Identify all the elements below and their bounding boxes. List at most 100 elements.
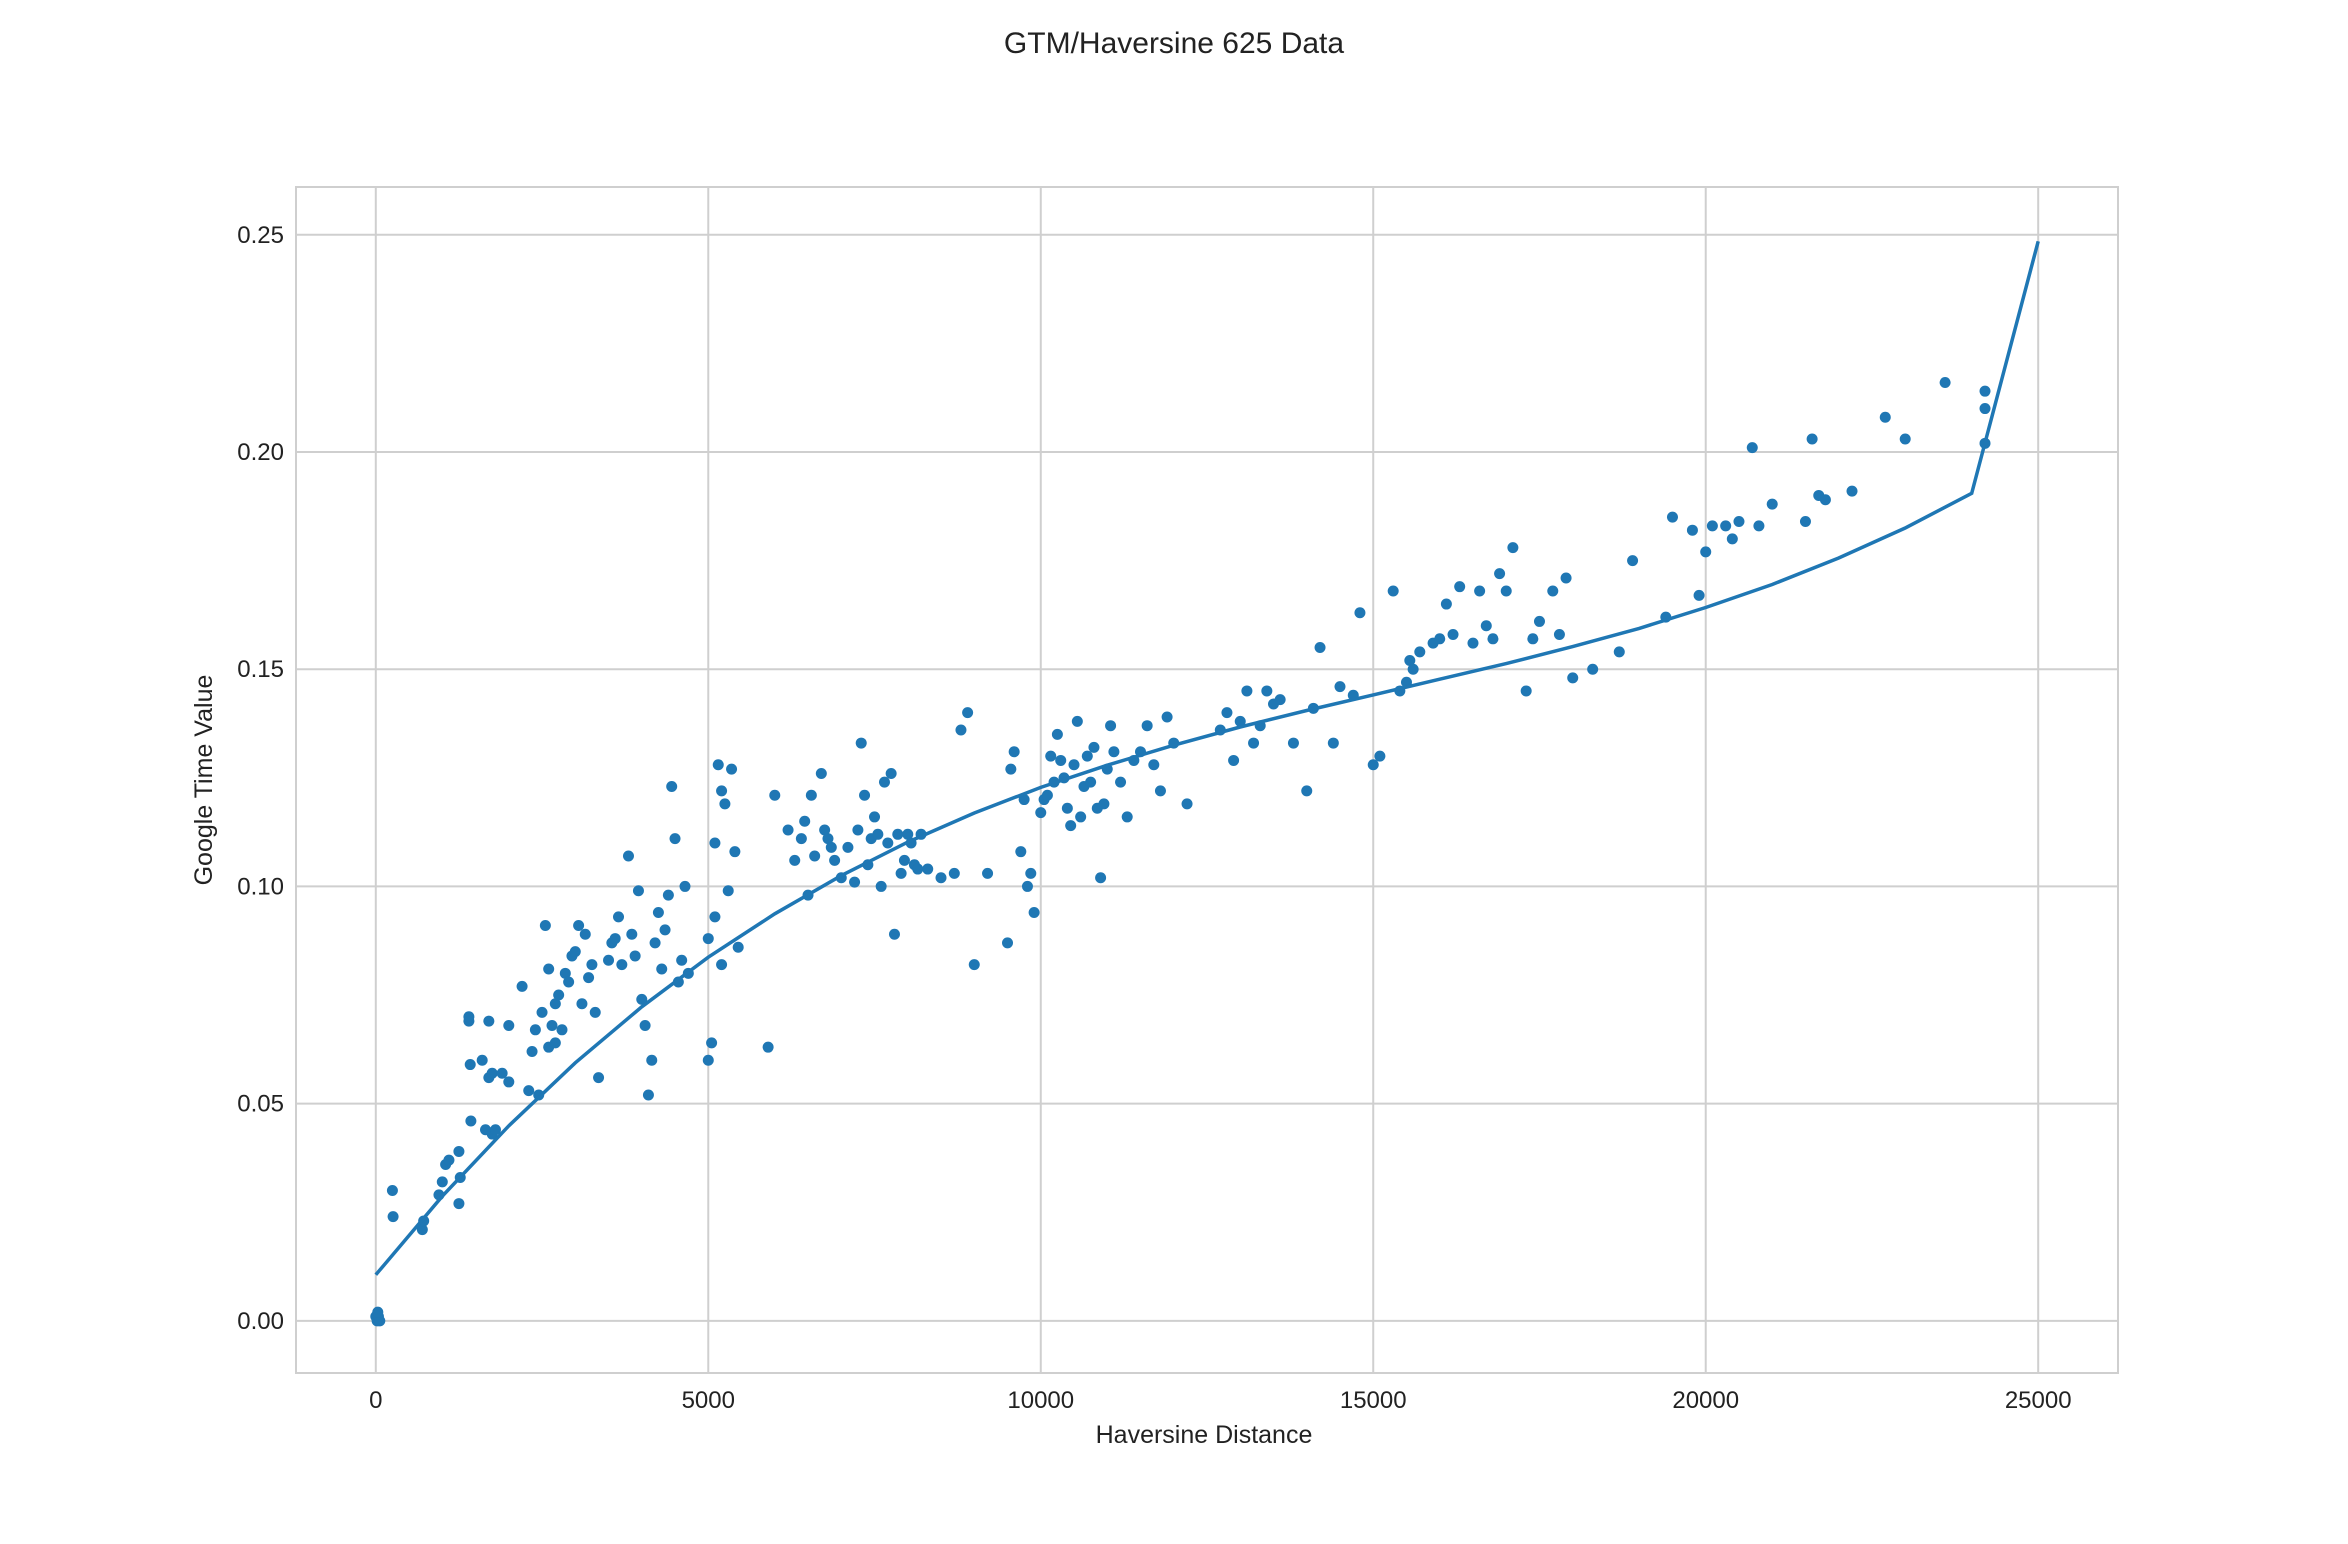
- scatter-point: [795, 833, 807, 845]
- scatter-point: [1035, 807, 1047, 819]
- y-tick-label: 0.05: [237, 1091, 284, 1118]
- scatter-point: [902, 828, 914, 840]
- scatter-point: [1274, 694, 1286, 706]
- scatter-point: [546, 1019, 558, 1031]
- scatter-point: [1404, 655, 1416, 667]
- scatter-point: [629, 950, 641, 962]
- x-tick-labels: 0 5000 10000 15000 20000 25000: [369, 1387, 2071, 1414]
- y-tick-label: 0.25: [237, 222, 284, 249]
- scatter-point: [1879, 411, 1891, 423]
- scatter-point: [948, 867, 960, 879]
- scatter-point: [769, 789, 781, 801]
- scatter-point: [662, 889, 674, 901]
- scatter-point: [1071, 715, 1083, 727]
- scatter-point: [1720, 520, 1732, 532]
- scatter-point: [1387, 585, 1399, 597]
- scatter-point: [1261, 685, 1273, 697]
- scatter-point: [489, 1124, 501, 1136]
- scatter-point: [722, 885, 734, 897]
- chart-title: GTM/Haversine 625 Data: [1004, 27, 1344, 60]
- scatter-point: [1500, 585, 1512, 597]
- scatter-point: [549, 1037, 561, 1049]
- scatter-point: [603, 954, 615, 966]
- scatter-point: [1447, 628, 1459, 640]
- scatter-point: [1467, 637, 1479, 649]
- scatter-point: [659, 924, 671, 936]
- scatter-point: [666, 781, 678, 793]
- scatter-point: [829, 854, 841, 866]
- scatter-point: [1819, 494, 1831, 506]
- scatter-point: [642, 1089, 654, 1101]
- scatter-point: [1726, 533, 1738, 545]
- scatter-point: [549, 998, 561, 1010]
- scatter-point: [878, 776, 890, 788]
- scatter-point: [729, 846, 741, 858]
- scatter-point: [374, 1315, 386, 1327]
- scatter-point: [526, 1046, 538, 1058]
- scatter-point: [1008, 746, 1020, 758]
- scatter-point: [632, 885, 644, 897]
- scatter-point: [573, 920, 585, 932]
- scatter-point: [955, 724, 967, 736]
- scatter-point: [569, 946, 581, 958]
- scatter-point: [1005, 763, 1017, 775]
- scatter-point: [553, 989, 565, 1001]
- scatter-point: [1939, 376, 1951, 388]
- scatter-point: [563, 976, 575, 988]
- scatter-point: [782, 824, 794, 836]
- scatter-point: [543, 963, 555, 975]
- scatter-point: [822, 833, 834, 845]
- scatter-point: [649, 937, 661, 949]
- scatter-point: [1095, 872, 1107, 884]
- scatter-point: [852, 824, 864, 836]
- scatter-point: [556, 1024, 568, 1036]
- scatter-point: [962, 707, 974, 719]
- scatter-point: [1088, 741, 1100, 753]
- scatter-point: [922, 863, 934, 875]
- scatter-point: [1021, 880, 1033, 892]
- scatter-points: [370, 376, 1991, 1327]
- scatter-point: [656, 963, 668, 975]
- scatter-point: [1533, 615, 1545, 627]
- scatter-point: [465, 1115, 477, 1127]
- scatter-point: [1700, 546, 1712, 558]
- scatter-point: [1480, 620, 1492, 632]
- scatter-point: [1327, 737, 1339, 749]
- x-tick-label: 20000: [1672, 1387, 1739, 1414]
- scatter-point: [762, 1041, 774, 1053]
- scatter-point: [1799, 516, 1811, 528]
- scatter-point: [496, 1067, 508, 1079]
- y-tick-labels: 0.00 0.05 0.10 0.15 0.20 0.25: [237, 222, 284, 1335]
- scatter-point: [1115, 776, 1127, 788]
- scatter-point: [882, 837, 894, 849]
- scatter-point: [1693, 589, 1705, 601]
- scatter-point: [732, 941, 744, 953]
- scatter-point: [1979, 403, 1991, 415]
- scatter-point: [1567, 672, 1579, 684]
- scatter-point: [1002, 937, 1014, 949]
- scatter-point: [1234, 715, 1246, 727]
- scatter-point: [652, 907, 664, 919]
- scatter-point: [1733, 516, 1745, 528]
- scatter-point: [819, 824, 831, 836]
- scatter-point: [709, 911, 721, 923]
- grid-layer: [296, 187, 2118, 1373]
- scatter-point: [372, 1306, 384, 1318]
- scatter-point: [1407, 663, 1419, 675]
- scatter-point: [443, 1154, 455, 1166]
- scatter-point: [583, 972, 595, 984]
- scatter-point: [706, 1037, 718, 1049]
- scatter-point: [463, 1011, 475, 1023]
- scatter-point: [1045, 750, 1057, 762]
- scatter-point: [982, 867, 994, 879]
- x-tick-label: 0: [369, 1387, 382, 1414]
- scatter-point: [539, 920, 551, 932]
- scatter-point: [1015, 846, 1027, 858]
- scatter-point: [616, 959, 628, 971]
- scatter-point: [1121, 811, 1133, 823]
- scatter-point: [503, 1076, 515, 1088]
- scatter-point: [593, 1072, 605, 1084]
- scatter-point: [1547, 585, 1559, 597]
- scatter-point: [1098, 798, 1110, 810]
